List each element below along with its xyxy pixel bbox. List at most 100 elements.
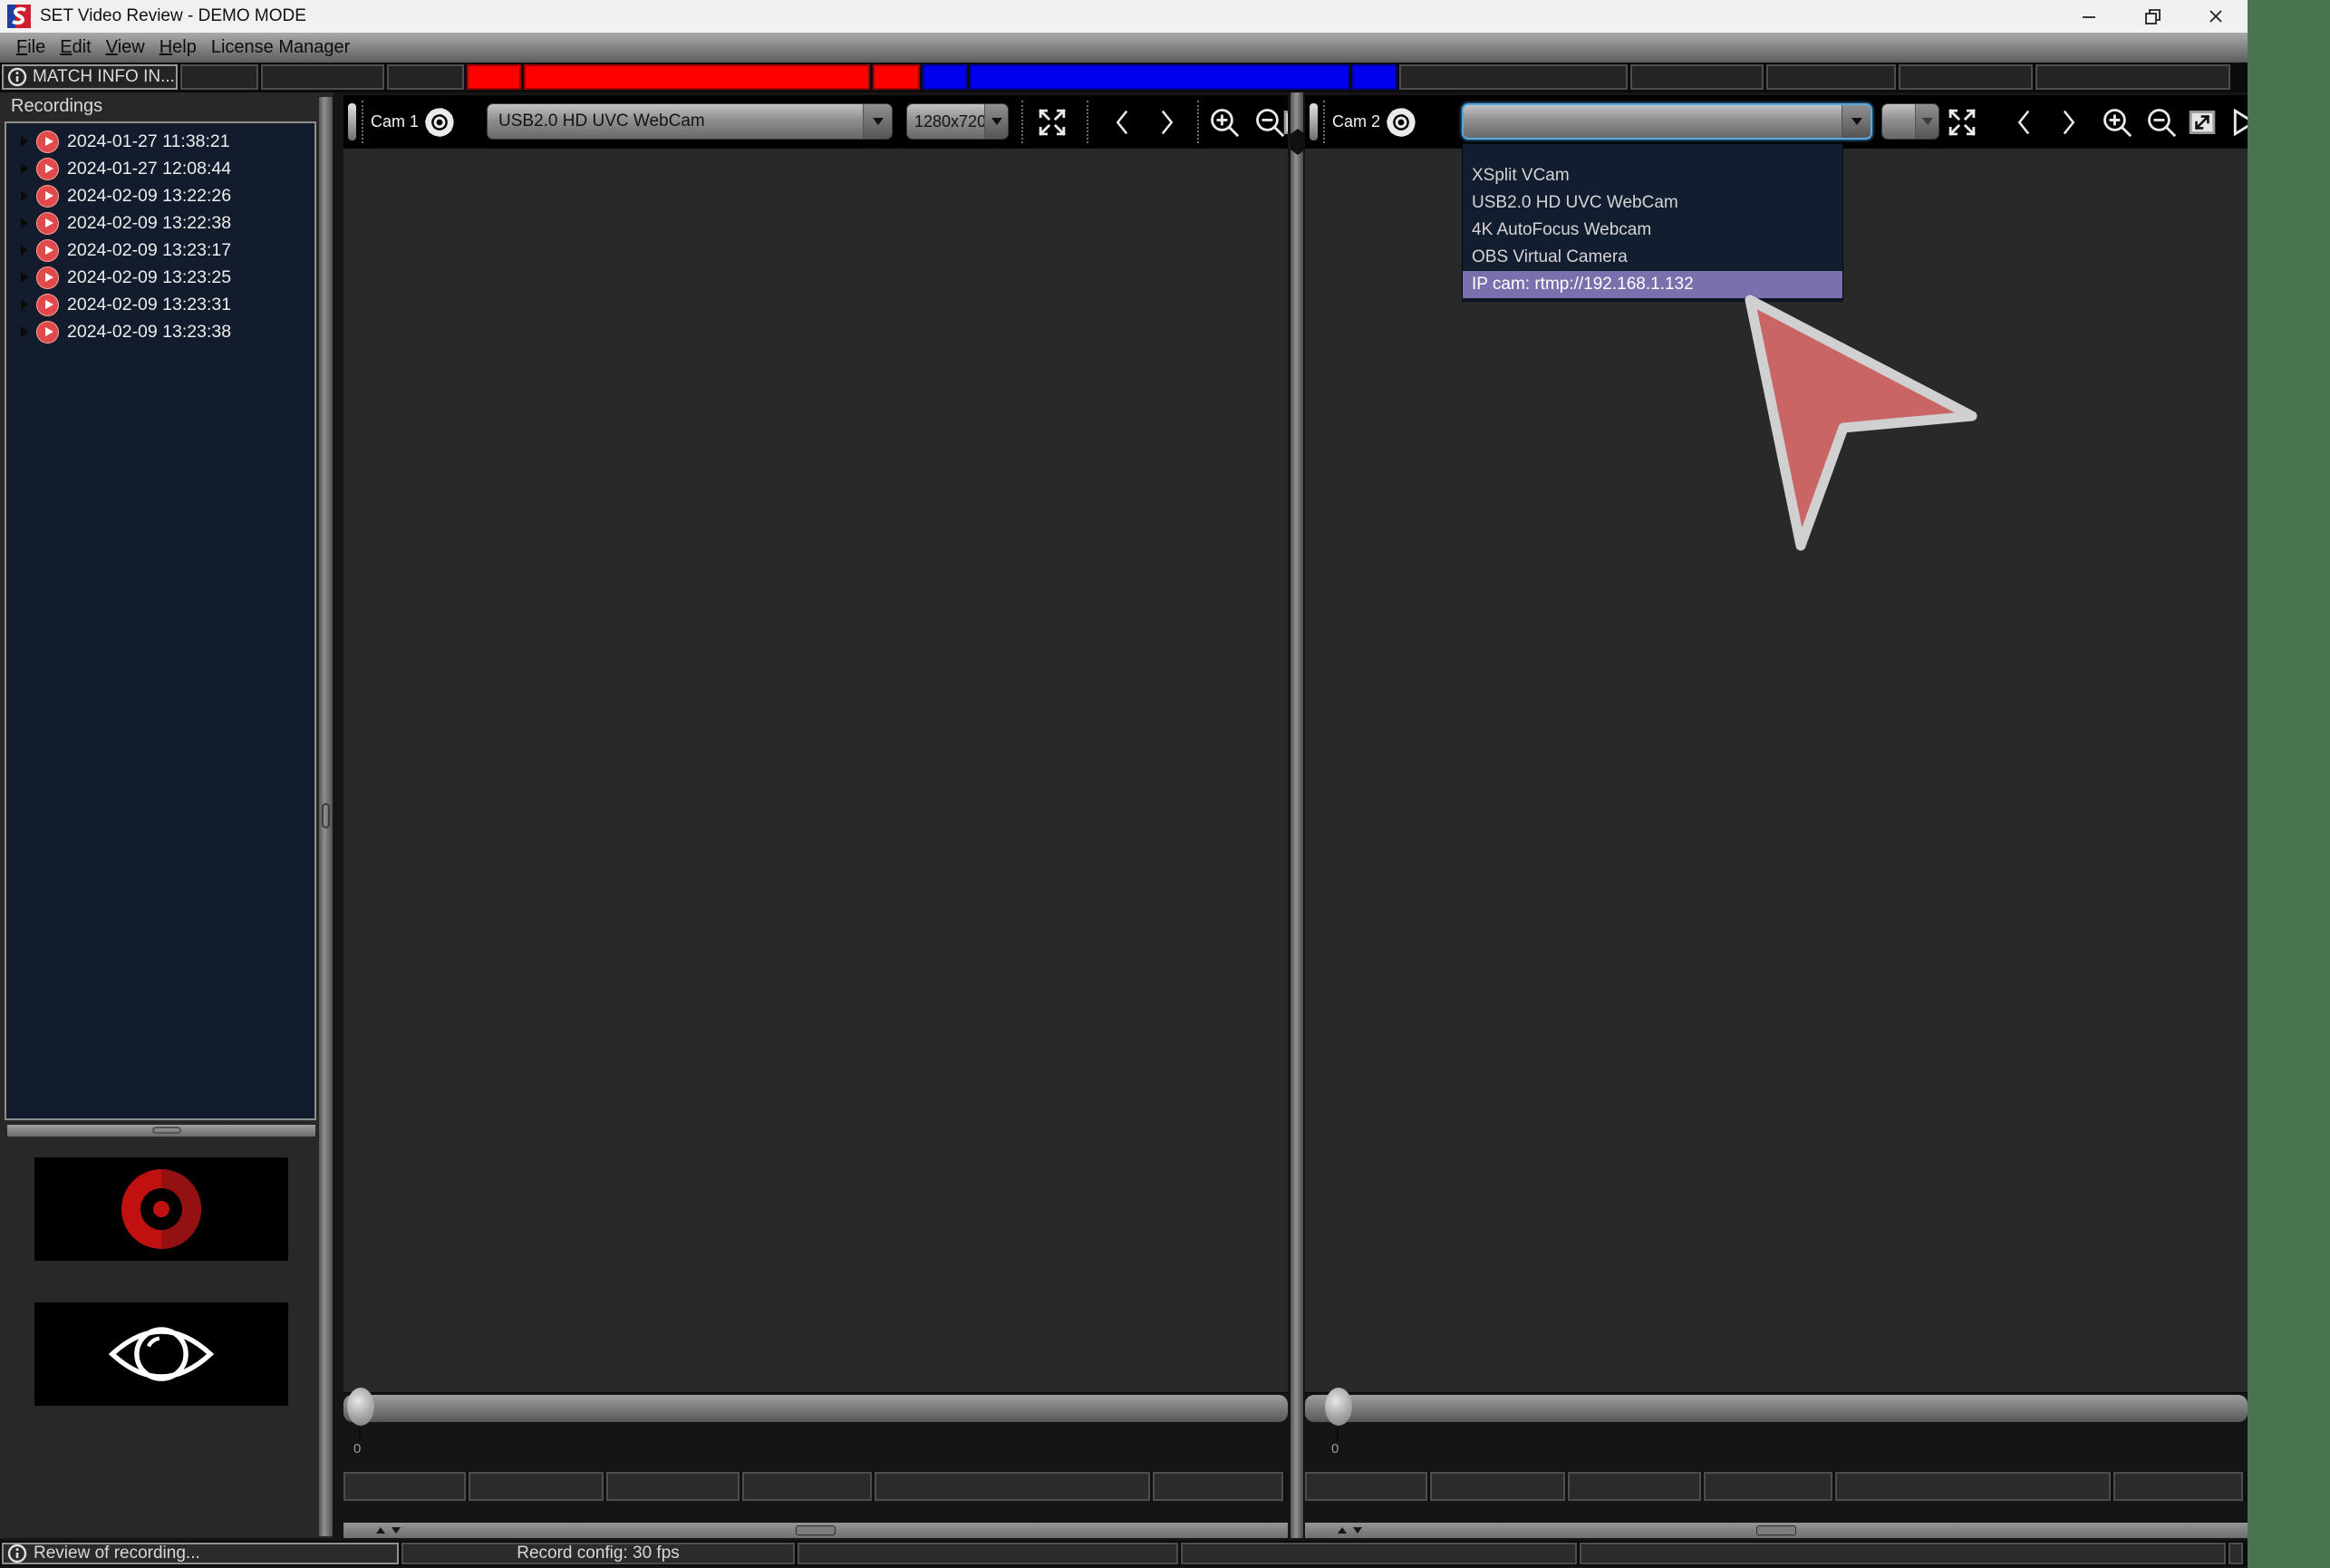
- recording-list-item[interactable]: 2024-02-09 13:22:26: [6, 182, 314, 209]
- sidebar-horizontal-splitter[interactable]: [7, 1125, 315, 1137]
- thumbnail-record-logo[interactable]: [34, 1157, 288, 1261]
- cam2-resolution-select[interactable]: [1881, 103, 1939, 140]
- minimize-button[interactable]: [2057, 0, 2121, 33]
- cam1-settings-button[interactable]: [420, 102, 459, 142]
- match-period-cell[interactable]: [923, 64, 967, 90]
- cam2-timeline-slider[interactable]: [1305, 1395, 2248, 1422]
- dropdown-arrow-icon[interactable]: [1915, 104, 1938, 139]
- cam1-resolution-select[interactable]: 1280x720: [906, 103, 1009, 140]
- dropdown-option[interactable]: IP cam: rtmp://192.168.1.132: [1463, 271, 1842, 298]
- cam1-prev-button[interactable]: [1103, 102, 1143, 142]
- down-arrow-icon[interactable]: [1353, 1527, 1362, 1534]
- menu-item[interactable]: View: [105, 37, 145, 57]
- recording-list-item[interactable]: 2024-01-27 11:38:21: [6, 128, 314, 155]
- down-arrow-icon[interactable]: [392, 1527, 401, 1534]
- cam2-video-area[interactable]: [1305, 148, 2248, 1393]
- event-cell[interactable]: [1835, 1472, 2111, 1501]
- recording-list-item[interactable]: 2024-01-27 12:08:44: [6, 155, 314, 182]
- match-period-cell[interactable]: [387, 64, 464, 90]
- match-period-cell[interactable]: [2035, 64, 2230, 90]
- menu-item[interactable]: Edit: [60, 37, 92, 57]
- cam1-video-area[interactable]: [343, 148, 1288, 1393]
- expand-caret-icon[interactable]: [21, 326, 28, 337]
- collapse-right-icon[interactable]: [1298, 129, 1305, 155]
- recording-list-item[interactable]: 2024-02-09 13:23:31: [6, 291, 314, 318]
- play-circle-icon[interactable]: [36, 320, 59, 344]
- event-cell[interactable]: [1430, 1472, 1565, 1501]
- match-period-cell[interactable]: [1352, 64, 1397, 90]
- cam1-slider-thumb[interactable]: [347, 1388, 374, 1426]
- cam2-prev-button[interactable]: [2005, 102, 2045, 142]
- cam2-next-button[interactable]: [2048, 102, 2088, 142]
- play-circle-icon[interactable]: [36, 293, 59, 316]
- dropdown-option[interactable]: 4K AutoFocus Webcam: [1472, 220, 1652, 239]
- up-arrow-icon[interactable]: [1338, 1527, 1347, 1534]
- expand-caret-icon[interactable]: [21, 163, 28, 174]
- event-cell[interactable]: [606, 1472, 740, 1501]
- play-circle-icon[interactable]: [36, 130, 59, 153]
- splitter-grip[interactable]: [322, 803, 330, 828]
- event-cell[interactable]: [1305, 1472, 1428, 1501]
- expand-caret-icon[interactable]: [21, 245, 28, 256]
- play-circle-icon[interactable]: [36, 266, 59, 289]
- event-cell[interactable]: [1153, 1472, 1284, 1501]
- cam1-fullscreen-button[interactable]: [1032, 102, 1072, 142]
- event-cell[interactable]: [2112, 1472, 2244, 1501]
- scroll-spin-buttons[interactable]: [376, 1527, 401, 1534]
- splitter-grip[interactable]: [152, 1127, 181, 1134]
- expand-caret-icon[interactable]: [21, 272, 28, 283]
- close-button[interactable]: [2184, 0, 2248, 33]
- cam1-horizontal-scrollbar[interactable]: [343, 1523, 1288, 1538]
- cam2-slider-thumb[interactable]: [1325, 1388, 1352, 1426]
- match-period-cell[interactable]: [970, 64, 1349, 90]
- match-period-cell[interactable]: [1766, 64, 1896, 90]
- match-period-cell[interactable]: [524, 64, 870, 90]
- cam-splitter[interactable]: [1291, 92, 1305, 1538]
- expand-caret-icon[interactable]: [21, 218, 28, 228]
- cam2-zoom-out-button[interactable]: [2141, 102, 2181, 142]
- scrollbar-handle[interactable]: [796, 1525, 836, 1535]
- toolbar-grip[interactable]: [1310, 103, 1318, 140]
- event-cell[interactable]: [343, 1472, 467, 1501]
- recording-list-item[interactable]: 2024-02-09 13:23:38: [6, 318, 314, 345]
- event-cell[interactable]: [1703, 1472, 1832, 1501]
- cam1-timeline-slider[interactable]: [343, 1395, 1288, 1422]
- play-circle-icon[interactable]: [36, 238, 59, 262]
- expand-caret-icon[interactable]: [21, 190, 28, 201]
- event-cell[interactable]: [742, 1472, 873, 1501]
- thumbnail-eye-logo[interactable]: [34, 1302, 288, 1406]
- sidebar-vertical-splitter[interactable]: [319, 97, 333, 1536]
- cam1-device-select[interactable]: USB2.0 HD UVC WebCam: [487, 103, 893, 140]
- menu-item[interactable]: License Manager: [210, 37, 351, 57]
- menu-item[interactable]: File: [16, 37, 46, 57]
- menu-item[interactable]: Help: [159, 37, 197, 57]
- play-circle-icon[interactable]: [36, 157, 59, 180]
- recording-list-item[interactable]: 2024-02-09 13:22:38: [6, 209, 314, 237]
- match-info-cell[interactable]: MATCH INFO IN...: [2, 64, 178, 90]
- recording-list-item[interactable]: 2024-02-09 13:23:17: [6, 237, 314, 264]
- play-circle-icon[interactable]: [36, 211, 59, 235]
- match-period-cell[interactable]: [180, 64, 258, 90]
- match-period-cell[interactable]: [1630, 64, 1764, 90]
- cam2-fit-view-button[interactable]: [2182, 102, 2222, 142]
- cam2-play-button[interactable]: [2222, 102, 2248, 142]
- cam1-next-button[interactable]: [1146, 102, 1186, 142]
- event-cell[interactable]: [875, 1472, 1151, 1501]
- dropdown-option[interactable]: XSplit VCam: [1472, 166, 1570, 185]
- match-period-cell[interactable]: [1399, 64, 1628, 90]
- match-period-cell[interactable]: [1899, 64, 2033, 90]
- match-period-cell[interactable]: [467, 64, 521, 90]
- recording-list-item[interactable]: 2024-02-09 13:23:25: [6, 264, 314, 291]
- dropdown-arrow-icon[interactable]: [984, 104, 1008, 139]
- toolbar-grip[interactable]: [348, 103, 356, 140]
- scrollbar-handle[interactable]: [1756, 1525, 1796, 1535]
- up-arrow-icon[interactable]: [376, 1527, 385, 1534]
- event-cell[interactable]: [1567, 1472, 1701, 1501]
- dropdown-option[interactable]: USB2.0 HD UVC WebCam: [1472, 193, 1678, 212]
- maximize-button[interactable]: [2121, 0, 2184, 33]
- scroll-spin-buttons[interactable]: [1338, 1527, 1362, 1534]
- collapse-left-icon[interactable]: [1291, 129, 1298, 155]
- dropdown-arrow-icon[interactable]: [863, 104, 892, 139]
- expand-caret-icon[interactable]: [21, 136, 28, 147]
- match-period-cell[interactable]: [261, 64, 384, 90]
